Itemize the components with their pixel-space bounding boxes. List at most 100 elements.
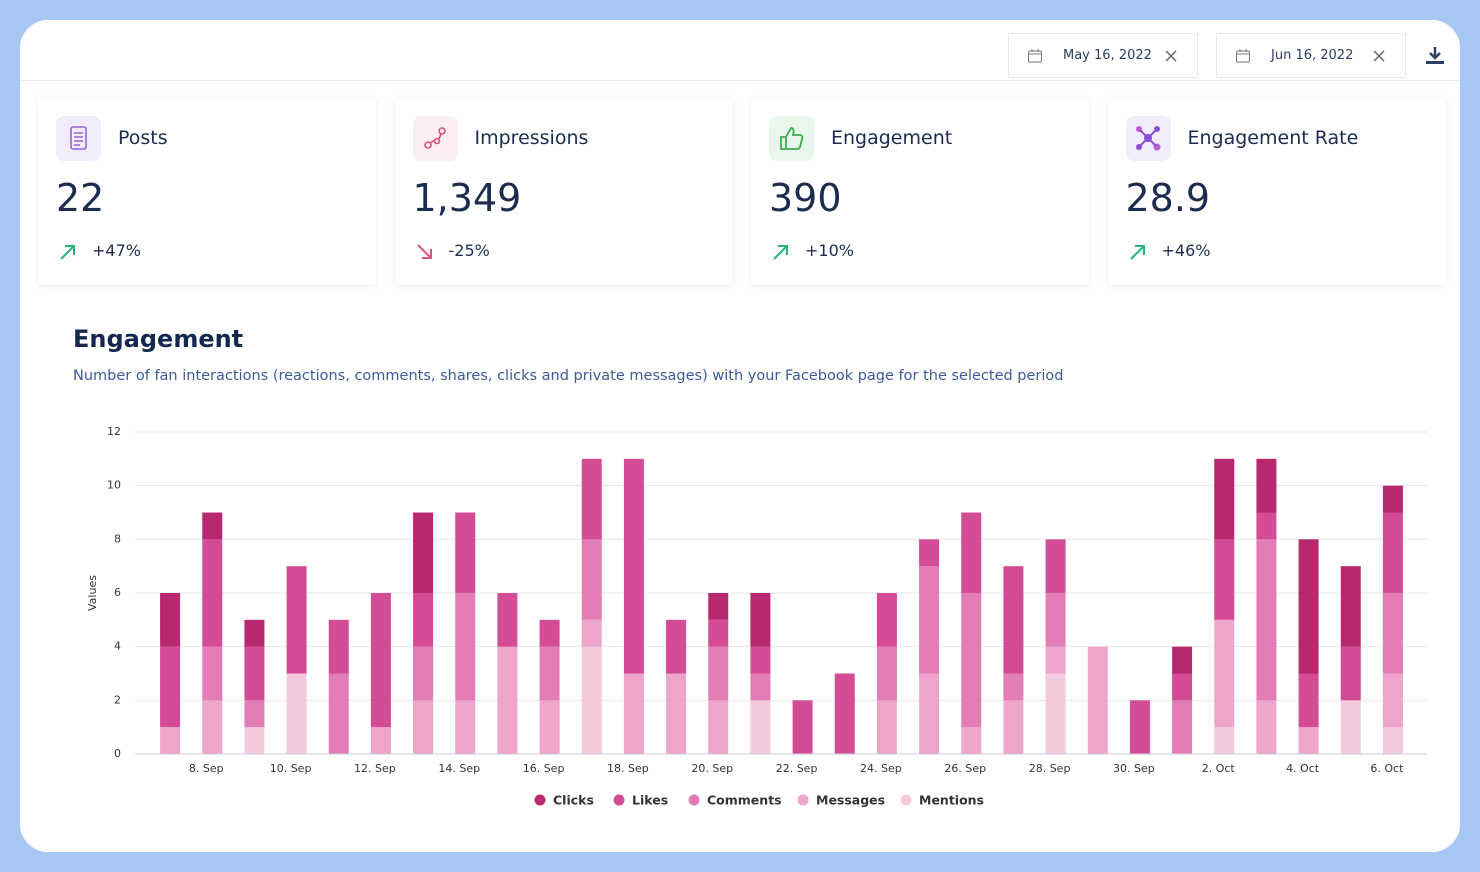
bar-segment xyxy=(244,700,265,728)
bar-segment xyxy=(413,593,434,647)
y-axis-label: Values xyxy=(86,575,99,611)
card-change: +10% xyxy=(805,241,854,260)
bar-segment xyxy=(328,619,349,674)
card-change: +46% xyxy=(1161,241,1211,260)
bar-segment xyxy=(202,646,223,701)
legend-marker xyxy=(688,794,700,806)
trend-arrow xyxy=(1129,245,1145,260)
end-date[interactable]: Jun 16, 2022 xyxy=(1216,33,1406,78)
bar-segment xyxy=(328,673,349,754)
legend-label: Clicks xyxy=(553,793,594,808)
bar-segment xyxy=(1340,700,1361,754)
bar-segment xyxy=(286,673,307,754)
card-value: 22 xyxy=(56,176,105,220)
bar-segment xyxy=(581,539,602,620)
bar-segment xyxy=(708,593,729,620)
x-tick-label: 4. Oct xyxy=(1286,762,1320,775)
bar-segment xyxy=(750,646,771,674)
bar-segment xyxy=(961,593,982,728)
card-value: 1,349 xyxy=(412,176,522,220)
bar-segment xyxy=(1382,727,1403,754)
bar-segment xyxy=(413,512,434,593)
bar-segment xyxy=(961,512,982,593)
bar-segment xyxy=(919,539,940,567)
bar-segment xyxy=(623,458,644,674)
bar-segment xyxy=(1045,646,1066,674)
bar-segment xyxy=(750,593,771,647)
legend-label: Messages xyxy=(816,793,885,808)
bar-segment xyxy=(581,458,602,540)
chart: Values 0 2 4 6 8 10 12 8. Sep 10. Sep 12. Sep 14. S… xyxy=(86,425,1427,808)
bar-segment xyxy=(1382,512,1403,593)
x-tick-label: 8. Sep xyxy=(189,762,224,775)
bar-segment xyxy=(1382,485,1403,513)
legend-label: Likes xyxy=(632,793,668,808)
bar-segment xyxy=(792,700,813,754)
start-date[interactable]: May 16, 2022 xyxy=(1008,33,1198,78)
kpi-card: Engagement 390 +10% xyxy=(751,98,1089,285)
bar-segment xyxy=(1087,646,1108,754)
bar-segment xyxy=(1003,700,1024,754)
card-change: -25% xyxy=(448,241,490,260)
card-title: Impressions xyxy=(474,127,589,149)
clear-icon[interactable] xyxy=(1165,49,1177,62)
card-icon xyxy=(769,116,814,161)
bar-segment xyxy=(413,646,434,701)
bar-segment xyxy=(1172,700,1193,754)
trend-arrow xyxy=(60,245,75,260)
bar-segment xyxy=(666,673,687,754)
x-tick-label: 18. Sep xyxy=(607,762,649,775)
x-tick-label: 12. Sep xyxy=(354,762,396,775)
kpi-card: Posts 22 +47% xyxy=(38,98,376,285)
legend-marker xyxy=(900,794,912,806)
calendar-icon xyxy=(1236,48,1250,62)
card-icon xyxy=(1125,116,1171,161)
clear-icon[interactable] xyxy=(1373,49,1385,62)
legend-label: Comments xyxy=(707,793,782,808)
x-tick-label: 2. Oct xyxy=(1202,762,1236,775)
bar-segment xyxy=(1298,727,1319,754)
legend-marker xyxy=(797,794,809,806)
bar-segment xyxy=(1340,566,1361,647)
bar-segment xyxy=(497,646,518,754)
bar-segment xyxy=(1256,539,1277,701)
bar-segment xyxy=(1214,458,1235,540)
bar-segment xyxy=(1214,539,1235,620)
trend-arrow xyxy=(416,244,432,259)
download-icon[interactable] xyxy=(1424,46,1446,66)
bar-segment xyxy=(623,673,644,754)
bar-segment xyxy=(244,646,265,701)
card-title: Posts xyxy=(118,127,168,149)
bar-segment xyxy=(1256,458,1277,513)
bar-segment xyxy=(1003,566,1024,674)
y-tick-label: 0 xyxy=(114,747,121,760)
legend-label: Mentions xyxy=(919,793,984,808)
bar-segment xyxy=(1298,539,1319,674)
end-date-text: Jun 16, 2022 xyxy=(1271,48,1354,63)
y-tick-label: 8 xyxy=(114,532,121,545)
bar-segment xyxy=(1172,646,1193,674)
bar-segment xyxy=(244,727,265,754)
card-title: Engagement xyxy=(831,127,953,149)
bar-segment xyxy=(539,619,560,647)
bar-segment xyxy=(708,646,729,701)
bar-segment xyxy=(1382,673,1403,728)
bar-segment xyxy=(750,700,771,754)
x-tick-label: 6. Oct xyxy=(1370,762,1404,775)
bar-segment xyxy=(497,593,518,647)
card-change: +47% xyxy=(92,241,141,260)
card-value: 390 xyxy=(769,176,842,220)
bar-segment xyxy=(286,566,307,674)
x-tick-label: 22. Sep xyxy=(776,762,818,775)
kpi-card: Impressions 1,349 -25% xyxy=(394,98,733,285)
y-tick-label: 10 xyxy=(107,479,121,492)
legend-marker xyxy=(534,794,546,806)
x-tick-label: 26. Sep xyxy=(944,762,986,775)
bar-segment xyxy=(1256,512,1277,540)
start-date-text: May 16, 2022 xyxy=(1063,48,1152,63)
bar-segment xyxy=(876,646,897,701)
bar-segment xyxy=(750,673,771,701)
y-tick-label: 6 xyxy=(114,586,121,599)
bar-segment xyxy=(455,700,476,754)
top-bar: May 16, 2022 Jun 16, 2022 xyxy=(20,20,1460,81)
